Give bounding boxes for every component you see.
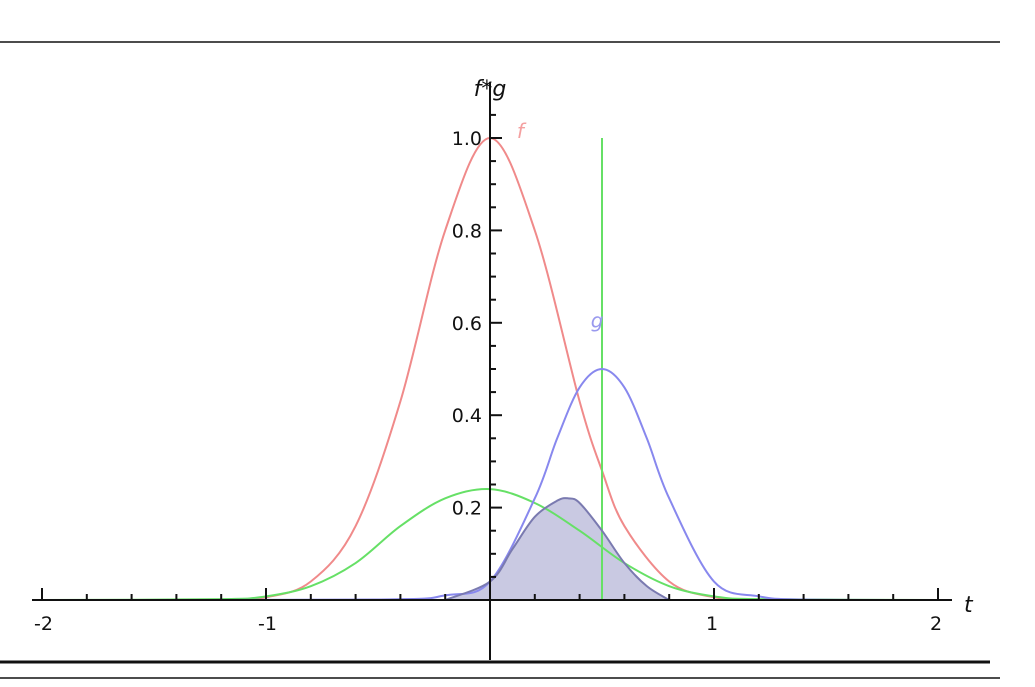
series-shifted-curve-line [41, 367, 939, 602]
x-tick-label: -1 [258, 613, 277, 635]
y-tick-label: 1.0 [452, 128, 482, 150]
labels: -2 -1 1 2 0.2 0.4 0.6 0.8 1.0 t f*g f g [34, 77, 974, 635]
series-overlap-area [444, 497, 670, 601]
y-tick-label: 0.2 [452, 498, 482, 520]
axes [32, 81, 952, 660]
x-tick-label: 2 [930, 613, 942, 635]
y-tick-label: 0.8 [452, 220, 482, 242]
fill-layer [445, 498, 670, 600]
overlap-area-fill [445, 498, 670, 600]
ticks [41, 113, 939, 600]
x-tick-label: -2 [34, 613, 53, 635]
y-axis-label: f*g [474, 77, 507, 102]
x-axis-label: t [964, 593, 974, 618]
y-tick-label: 0.4 [452, 405, 482, 427]
curve-label-f: f [517, 119, 527, 143]
curve-label-g: g [591, 308, 604, 332]
y-tick-label: 0.6 [452, 313, 482, 335]
x-tick-label: 1 [706, 613, 718, 635]
